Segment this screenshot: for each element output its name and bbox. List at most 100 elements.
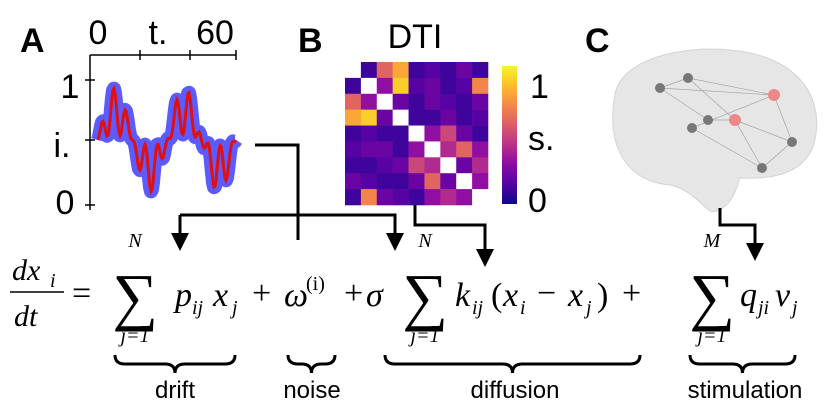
- equation-token: x: [567, 277, 583, 314]
- term-label: stimulation: [688, 377, 803, 404]
- equation-token: dx: [12, 254, 41, 287]
- heatmap-cell: [440, 110, 456, 126]
- heatmap-cell: [440, 126, 456, 142]
- heatmap-cell: [361, 110, 377, 126]
- brace: [690, 355, 795, 373]
- heatmap-cell: [440, 189, 456, 205]
- heatmap-cell: [409, 141, 425, 157]
- panel-label: C: [585, 22, 610, 60]
- equation-token: =: [72, 275, 91, 312]
- heatmap-cell: [424, 78, 440, 94]
- equation-token: (i): [306, 273, 325, 295]
- heatmap-cell: [456, 189, 472, 205]
- equation-token: p: [173, 277, 192, 314]
- heatmap-cell: [456, 157, 472, 173]
- term-label: drift: [155, 377, 195, 404]
- heatmap-cell: [440, 62, 456, 78]
- heatmap-cell: [345, 141, 361, 157]
- equation-token: ∑: [402, 261, 448, 332]
- equation-token: σ: [366, 277, 384, 314]
- heatmap-cell: [377, 126, 393, 142]
- heatmap-cell: [345, 94, 361, 110]
- tick-label: 0: [89, 14, 108, 52]
- equation-token: (: [491, 277, 502, 314]
- heatmap-cell: [456, 62, 472, 78]
- equation-token: j=1: [117, 325, 149, 347]
- brace: [115, 355, 235, 373]
- heatmap-cell: [409, 78, 425, 94]
- heatmap-cell: [409, 62, 425, 78]
- heatmap-cell: [345, 173, 361, 189]
- equation-token: ji: [755, 297, 769, 319]
- heatmap-cell: [440, 78, 456, 94]
- heatmap-cell: [440, 157, 456, 173]
- heatmap-cell: [393, 157, 409, 173]
- term-label: diffusion: [471, 377, 560, 404]
- colorbar-label: 0: [528, 182, 547, 220]
- heatmap-cell: [472, 189, 488, 205]
- heatmap-cell: [393, 189, 409, 205]
- heatmap-cell: [393, 110, 409, 126]
- heatmap-cell: [424, 94, 440, 110]
- equation-token: i: [50, 270, 56, 292]
- equation-token: q: [740, 277, 757, 314]
- equation-token: M: [703, 230, 722, 252]
- equation-token: ∑: [112, 261, 158, 332]
- heatmap-cell: [456, 126, 472, 142]
- equation-token: −: [537, 275, 556, 312]
- heatmap-cell: [424, 173, 440, 189]
- heatmap-cell: [409, 189, 425, 205]
- equation-token: +: [252, 275, 271, 312]
- heatmap-cell: [409, 173, 425, 189]
- heatmap-cell: [472, 157, 488, 173]
- heatmap-cell: [456, 110, 472, 126]
- heatmap-cell: [456, 141, 472, 157]
- brace: [385, 355, 640, 373]
- equation-token: i: [520, 297, 526, 319]
- heatmap-cell: [424, 189, 440, 205]
- tick-label: 1: [61, 68, 80, 106]
- heatmap-cell: [361, 157, 377, 173]
- heatmap-cell: [424, 157, 440, 173]
- heatmap-cell: [345, 157, 361, 173]
- heatmap-cell: [361, 62, 377, 78]
- equation-token: +: [344, 275, 363, 312]
- heatmap-cell: [409, 126, 425, 142]
- heatmap-cell: [345, 189, 361, 205]
- tick-label: 60: [196, 14, 234, 52]
- heatmap-cell: [393, 126, 409, 142]
- equation-token: N: [127, 230, 143, 252]
- heatmap-cell: [424, 141, 440, 157]
- heatmap-cell: [456, 78, 472, 94]
- heatmap-cell: [377, 62, 393, 78]
- heatmap-cell: [472, 141, 488, 157]
- heatmap-cell: [472, 62, 488, 78]
- heatmap-cell: [345, 78, 361, 94]
- heatmap-cell: [472, 94, 488, 110]
- heatmap-cell: [377, 94, 393, 110]
- equation-token: +: [622, 275, 641, 312]
- heatmap: [345, 62, 488, 205]
- heatmap-cell: [440, 173, 456, 189]
- heatmap-cell: [424, 126, 440, 142]
- heatmap-cell: [472, 126, 488, 142]
- equation-token: ): [597, 277, 608, 314]
- heatmap-cell: [409, 110, 425, 126]
- figure: A 0 t. 60 1 i. 0 B DTI 1 s. 0 C dxid: [0, 0, 834, 409]
- tick-label: t.: [149, 14, 168, 52]
- heatmap-cell: [377, 141, 393, 157]
- heatmap-cell: [345, 110, 361, 126]
- colorbar: [502, 66, 517, 204]
- equation-token: dt: [14, 300, 38, 333]
- equation-token: j=1: [407, 325, 439, 347]
- equation-token: N: [417, 230, 433, 252]
- heatmap-cell: [393, 94, 409, 110]
- equation-token: ij: [472, 297, 484, 319]
- heatmap-cell: [393, 62, 409, 78]
- term-label: noise: [283, 377, 340, 404]
- heatmap-cell: [472, 78, 488, 94]
- heatmap-cell: [361, 173, 377, 189]
- colorbar-label: s.: [528, 120, 554, 158]
- equation-token: x: [502, 277, 518, 314]
- heatmap-cell: [361, 126, 377, 142]
